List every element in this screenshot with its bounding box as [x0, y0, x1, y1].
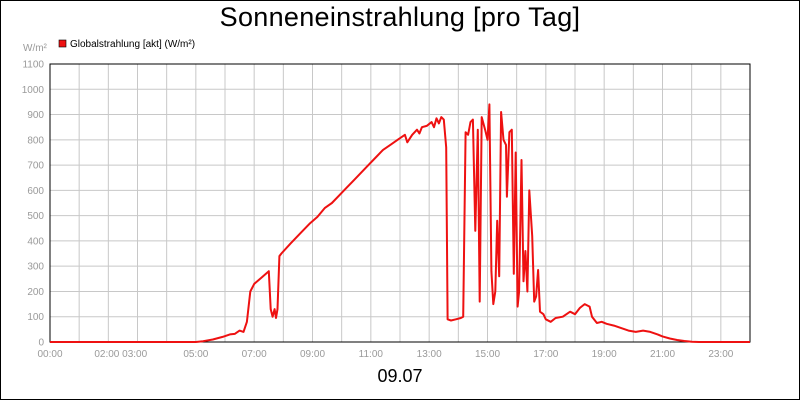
y-tick-label: 600	[27, 186, 44, 197]
y-tick-label: 700	[27, 161, 44, 172]
legend-swatch	[58, 39, 67, 48]
x-tick-label: 02:00 03:00	[94, 349, 147, 360]
y-tick-label: 500	[27, 211, 44, 222]
x-tick-label: 09:00	[300, 349, 325, 360]
x-tick-label: 00:00	[37, 349, 62, 360]
series-layer	[50, 103, 750, 343]
gridlines	[50, 63, 750, 343]
y-tick-label: 100	[27, 312, 44, 323]
x-tick-label: 07:00	[242, 349, 267, 360]
x-axis-label: 09.07	[377, 366, 423, 386]
x-tick-label: 21:00	[650, 349, 675, 360]
x-tick-label: 19:00	[592, 349, 617, 360]
x-tick-label: 23:00	[708, 349, 733, 360]
y-tick-label: 0	[38, 338, 44, 349]
x-tick-label: 11:00	[359, 349, 384, 360]
x-tick-label: 15:00	[475, 349, 500, 360]
legend: Globalstrahlung [akt] (W/m²)	[58, 39, 195, 50]
x-tick-label: 13:00	[417, 349, 442, 360]
series-line-globalstrahlung	[50, 103, 750, 343]
y-tick-label: 200	[27, 287, 44, 298]
y-axis-label: W/m²	[23, 43, 48, 54]
y-tick-label: 1100	[22, 60, 44, 71]
y-tick-label: 900	[27, 110, 44, 121]
y-tick-label: 300	[27, 262, 44, 273]
y-axis-ticks: 0 100 200 300 400 500 600 700 800 900 1000 1100	[22, 60, 45, 349]
y-tick-label: 400	[27, 236, 44, 247]
x-tick-label: 17:00	[533, 349, 558, 360]
y-tick-label: 800	[27, 135, 44, 146]
legend-entry: Globalstrahlung [akt] (W/m²)	[70, 39, 195, 50]
x-tick-label: 05:00	[183, 349, 208, 360]
plot-area	[49, 63, 751, 343]
y-tick-label: 1000	[22, 85, 45, 96]
chart-title: Sonneneinstrahlung [pro Tag]	[219, 2, 581, 32]
x-axis-ticks: 00:00 02:00 03:00 05:00 07:00 09:00 11:00 13:0…	[37, 349, 733, 360]
